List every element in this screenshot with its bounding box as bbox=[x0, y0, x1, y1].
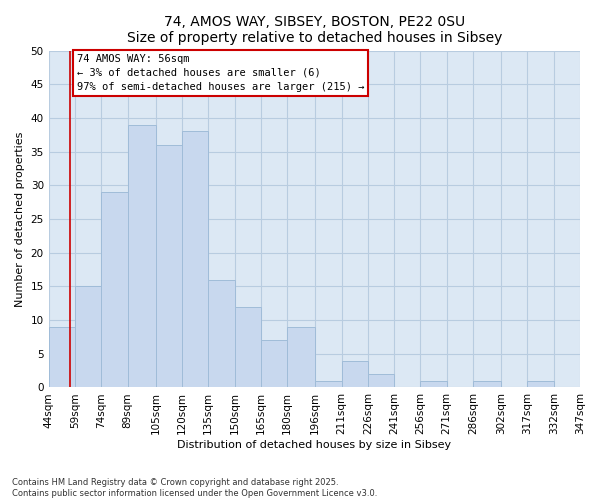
Text: Contains HM Land Registry data © Crown copyright and database right 2025.
Contai: Contains HM Land Registry data © Crown c… bbox=[12, 478, 377, 498]
Y-axis label: Number of detached properties: Number of detached properties bbox=[15, 132, 25, 306]
X-axis label: Distribution of detached houses by size in Sibsey: Distribution of detached houses by size … bbox=[177, 440, 451, 450]
Bar bbox=[235, 306, 261, 388]
Bar bbox=[315, 380, 341, 388]
Bar bbox=[287, 327, 315, 388]
Bar bbox=[527, 380, 554, 388]
Text: 74 AMOS WAY: 56sqm
← 3% of detached houses are smaller (6)
97% of semi-detached : 74 AMOS WAY: 56sqm ← 3% of detached hous… bbox=[77, 54, 364, 92]
Bar bbox=[101, 192, 128, 388]
Bar bbox=[75, 286, 101, 388]
Bar bbox=[473, 380, 501, 388]
Bar bbox=[261, 340, 287, 388]
Bar bbox=[182, 132, 208, 388]
Bar bbox=[580, 380, 600, 388]
Bar bbox=[368, 374, 394, 388]
Bar bbox=[421, 380, 447, 388]
Bar bbox=[341, 360, 368, 388]
Bar bbox=[208, 280, 235, 388]
Bar bbox=[155, 145, 182, 388]
Bar bbox=[128, 124, 155, 388]
Title: 74, AMOS WAY, SIBSEY, BOSTON, PE22 0SU
Size of property relative to detached hou: 74, AMOS WAY, SIBSEY, BOSTON, PE22 0SU S… bbox=[127, 15, 502, 45]
Bar bbox=[49, 327, 75, 388]
